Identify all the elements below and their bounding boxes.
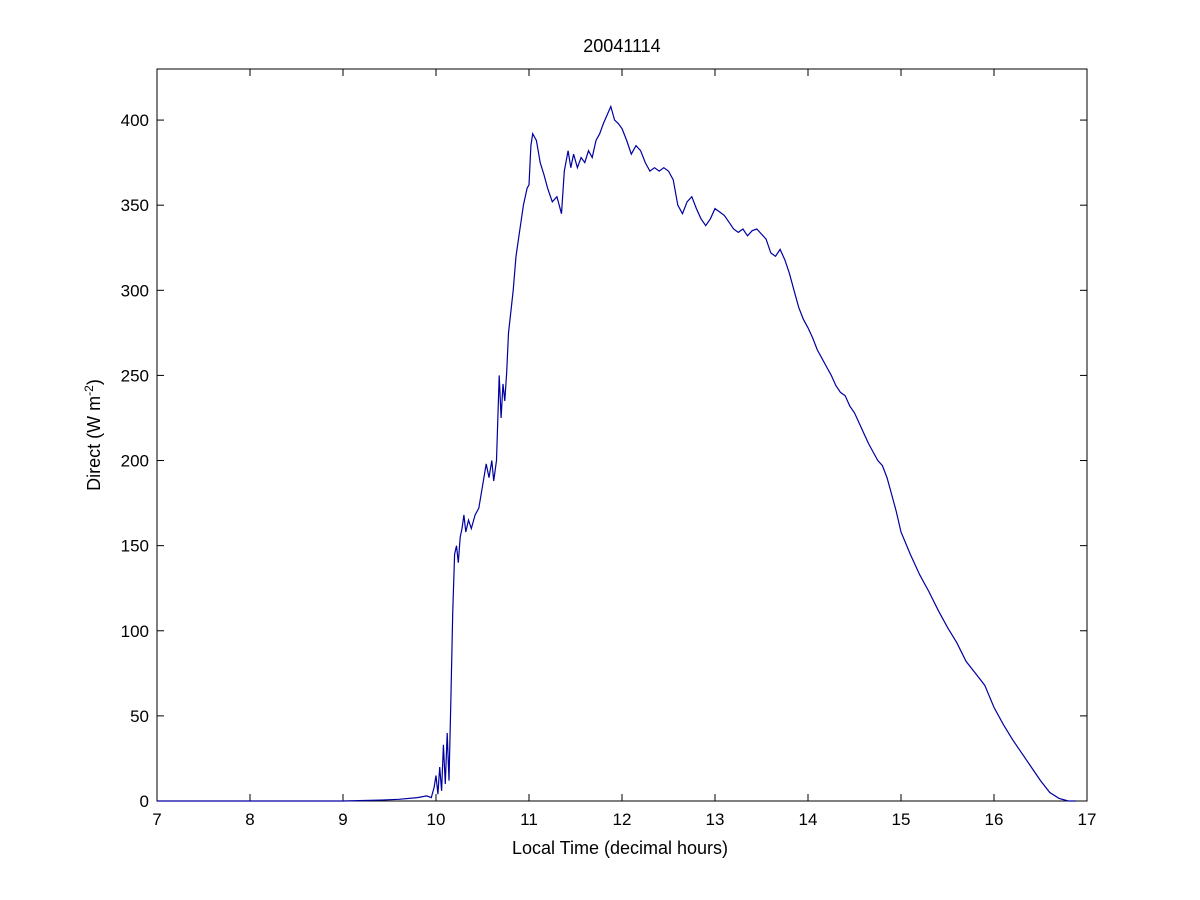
x-tick-label: 7 xyxy=(152,810,161,829)
y-axis-label-close: ) xyxy=(84,379,104,385)
y-tick-label: 200 xyxy=(121,452,149,471)
x-tick-label: 12 xyxy=(613,810,632,829)
x-axis-label: Local Time (decimal hours) xyxy=(512,838,728,858)
x-tick-label: 10 xyxy=(427,810,446,829)
y-tick-label: 250 xyxy=(121,366,149,385)
x-tick-label: 13 xyxy=(706,810,725,829)
y-tick-label: 150 xyxy=(121,537,149,556)
y-tick-label: 400 xyxy=(121,111,149,130)
y-axis-label: Direct (W m-2) xyxy=(82,379,104,491)
y-tick-label: 100 xyxy=(121,622,149,641)
x-tick-label: 14 xyxy=(799,810,818,829)
y-tick-label: 350 xyxy=(121,196,149,215)
y-tick-label: 300 xyxy=(121,281,149,300)
x-tick-label: 11 xyxy=(520,810,538,829)
x-tick-label: 17 xyxy=(1078,810,1097,829)
y-tick-label: 50 xyxy=(130,707,149,726)
x-tick-label: 16 xyxy=(985,810,1004,829)
y-axis-label-superscript: -2 xyxy=(82,385,96,396)
x-tick-label: 8 xyxy=(245,810,254,829)
y-axis-label-main: Direct (W m xyxy=(84,396,104,491)
plot-area-frame xyxy=(156,68,1088,802)
chart-title: 20041114 xyxy=(583,36,660,56)
y-tick-label: 0 xyxy=(140,792,149,811)
series-line-direct xyxy=(157,104,1076,802)
x-tick-label: 9 xyxy=(338,810,347,829)
axis-tick-labels: 7 8 9 10 11 12 13 14 15 16 17 0 50 100 150 200 250 300 350… xyxy=(121,111,1097,829)
axis-ticks xyxy=(156,69,1088,802)
x-tick-label: 15 xyxy=(892,810,911,829)
